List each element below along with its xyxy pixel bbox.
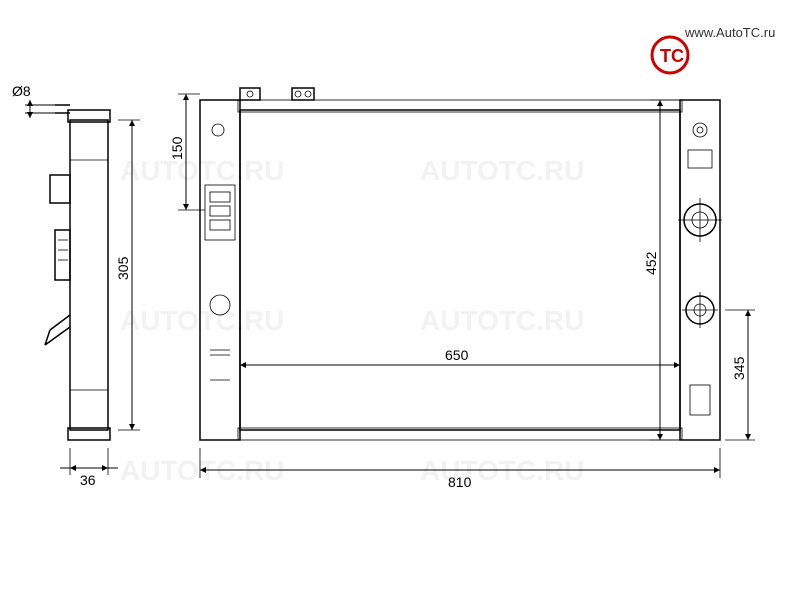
watermark: AUTOTC.RU <box>420 155 584 186</box>
dim-345: 345 <box>731 356 747 380</box>
dim-pipe-dia: Ø8 <box>12 83 31 99</box>
dim-810: 810 <box>448 474 472 490</box>
dim-650: 650 <box>445 347 469 363</box>
dim-side-depth: 36 <box>80 472 96 488</box>
watermark-group: AUTOTC.RU AUTOTC.RU AUTOTC.RU AUTOTC.RU … <box>120 155 584 486</box>
logo-url: www.AutoTC.ru <box>684 25 775 40</box>
dim-side-h: 305 <box>115 256 131 280</box>
side-view <box>45 105 110 440</box>
watermark: AUTOTC.RU <box>120 305 284 336</box>
dim-452: 452 <box>643 251 659 275</box>
logo-brand: TC <box>660 46 684 66</box>
watermark: AUTOTC.RU <box>420 305 584 336</box>
logo: www.AutoTC.ru TC <box>652 25 775 73</box>
dim-150: 150 <box>169 136 185 160</box>
watermark: AUTOTC.RU <box>120 155 284 186</box>
